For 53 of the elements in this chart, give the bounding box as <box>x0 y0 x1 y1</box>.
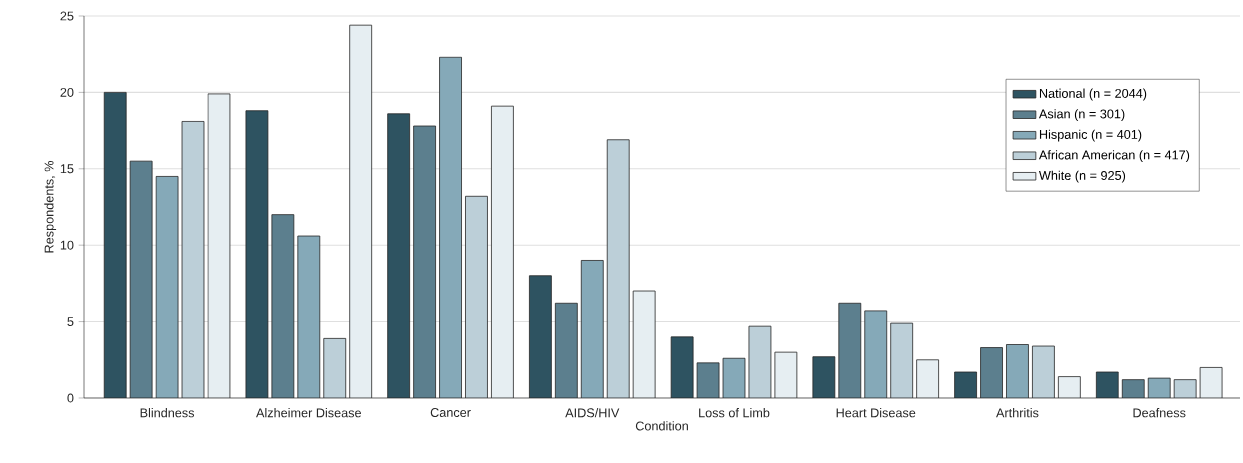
legend-label: White (n = 925) <box>1038 170 1126 183</box>
x-axis-title: Condition <box>635 421 688 431</box>
bar <box>207 93 231 398</box>
bar <box>491 105 514 398</box>
x-tick-label: Heart Disease <box>836 408 916 418</box>
legend-label: Asian (n = 301) <box>1038 109 1125 121</box>
y-tick-label: 20 <box>60 87 74 97</box>
bar <box>838 302 862 398</box>
bar <box>1199 367 1223 398</box>
bar <box>916 359 939 398</box>
bar <box>323 338 347 398</box>
bar <box>103 91 127 398</box>
y-tick-label: 0 <box>67 393 74 403</box>
x-tick-label: Alzheimer Disease <box>256 408 362 418</box>
bar <box>465 195 488 398</box>
bar <box>129 160 153 398</box>
x-tick-label: Blindness <box>140 408 195 418</box>
bar <box>1057 376 1081 398</box>
y-tick-label: 5 <box>67 317 74 327</box>
bar <box>181 121 205 398</box>
bar <box>890 322 914 398</box>
legend-label: National (n = 2044) <box>1039 88 1147 101</box>
y-tick-label: 25 <box>60 11 74 21</box>
bar <box>413 125 436 398</box>
bar <box>245 110 269 398</box>
y-axis-title: Respondents, % <box>44 160 57 253</box>
bar <box>554 302 578 398</box>
x-tick-label: Cancer <box>430 408 471 417</box>
x-tick-label: Deafness <box>1133 408 1186 418</box>
x-tick-label: AIDS/HIV <box>565 408 620 418</box>
bar <box>1032 345 1055 398</box>
bar <box>980 347 1003 398</box>
y-tick-label: 10 <box>60 240 74 250</box>
x-tick-label: Loss of Limb <box>699 408 770 418</box>
bar <box>774 351 798 398</box>
y-tick-label: 15 <box>60 164 74 174</box>
bar <box>1147 377 1171 398</box>
bar <box>580 260 604 398</box>
legend-label: Hispanic (n = 401) <box>1039 129 1142 142</box>
bar <box>632 290 656 398</box>
bar <box>271 214 295 398</box>
bar <box>155 176 179 398</box>
bar <box>439 56 462 398</box>
bar <box>529 275 552 398</box>
bar <box>297 235 321 398</box>
bar <box>606 139 630 398</box>
bar <box>864 310 888 398</box>
bar <box>349 24 373 398</box>
x-tick-label: Arthritis <box>996 408 1039 418</box>
legend-label: African American (n = 417) <box>1038 150 1190 162</box>
bar <box>1006 344 1029 398</box>
bar <box>387 113 411 398</box>
bar <box>722 357 746 398</box>
